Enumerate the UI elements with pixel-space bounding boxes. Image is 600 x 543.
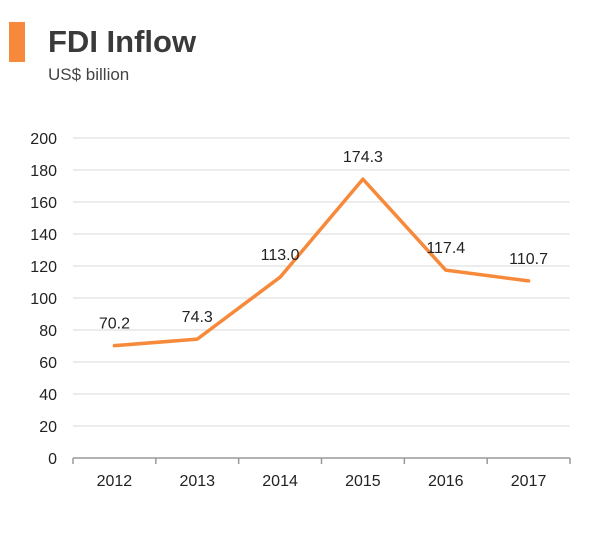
- y-tick-label: 40: [39, 387, 57, 404]
- y-tick-label: 100: [30, 291, 57, 308]
- x-tick-label: 2015: [345, 473, 381, 490]
- chart-subtitle: US$ billion: [48, 65, 130, 84]
- data-label: 113.0: [261, 247, 300, 264]
- axes: 0 20 40 60 80 100 120 140 160 180 200 2012 2013 2014 2…: [30, 131, 571, 490]
- y-tick-label: 60: [39, 355, 57, 372]
- y-tick-label: 200: [30, 131, 57, 148]
- x-tick-label: 2013: [179, 473, 215, 490]
- gridlines: [73, 137, 570, 427]
- chart-title: FDI Inflow: [48, 24, 197, 59]
- title-accent-bar: [9, 22, 25, 62]
- y-tick-label: 180: [30, 163, 57, 180]
- y-tick-label: 160: [30, 195, 57, 212]
- y-tick-label: 80: [39, 323, 57, 340]
- x-tick-label: 2016: [428, 473, 464, 490]
- y-tick-label: 140: [30, 227, 57, 244]
- data-label: 174.3: [343, 149, 383, 166]
- y-tick-label: 20: [39, 419, 57, 436]
- data-label: 70.2: [99, 316, 130, 333]
- y-tick-label: 0: [48, 451, 57, 468]
- data-label: 117.4: [426, 240, 465, 257]
- x-tick-label: 2012: [97, 473, 133, 490]
- y-tick-label: 120: [30, 259, 57, 276]
- x-tick-label: 2014: [262, 473, 298, 490]
- series: [112, 177, 531, 348]
- x-tick-label: 2017: [511, 473, 547, 490]
- data-label: 74.3: [182, 309, 213, 326]
- data-labels: 70.2 74.3 113.0 174.3 117.4 110.7: [99, 149, 548, 333]
- series-line: [112, 177, 531, 348]
- data-label: 110.7: [509, 251, 548, 268]
